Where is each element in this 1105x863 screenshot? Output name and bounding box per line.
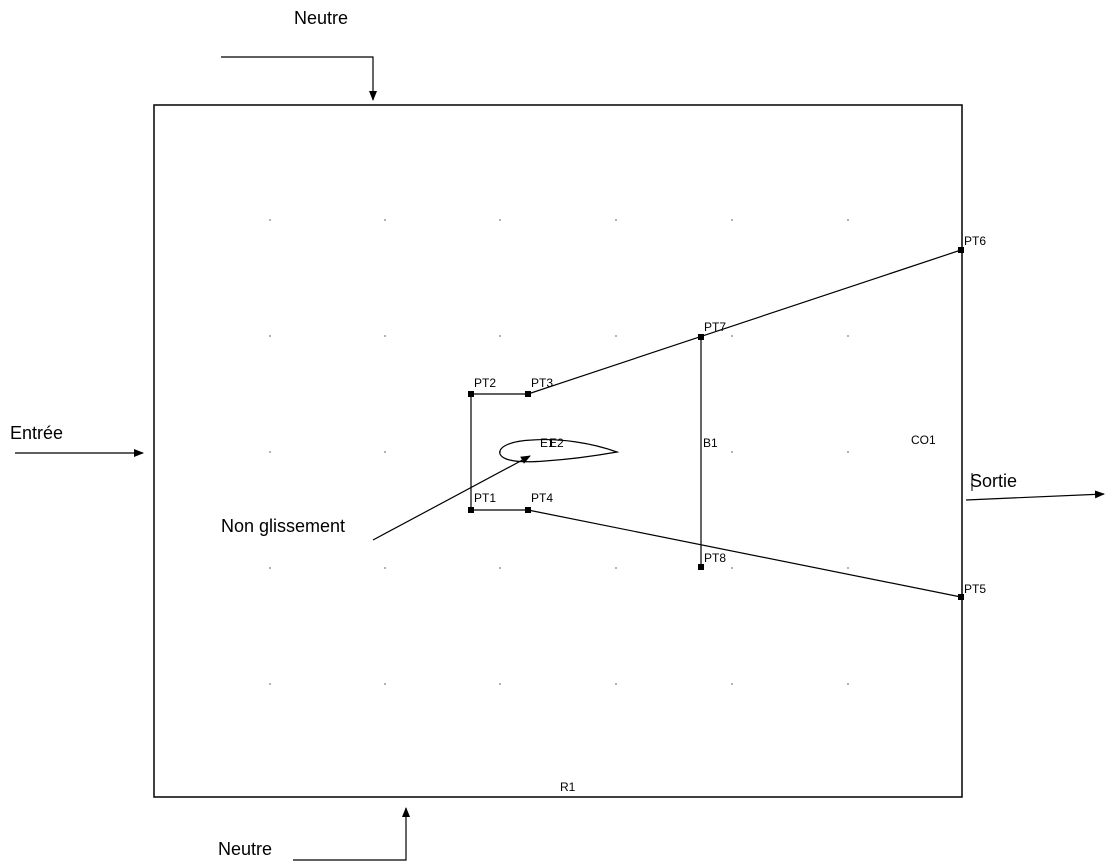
grid-dot <box>847 683 849 685</box>
neutre-top-arrow <box>221 56 377 101</box>
pt7-marker <box>698 334 704 340</box>
grid-dot <box>615 567 617 569</box>
left-box-edges <box>470 393 528 511</box>
pt2-label: PT2 <box>474 376 496 390</box>
non-glissement-label: Non glissement <box>221 516 345 536</box>
sortie-arrow <box>965 490 1105 501</box>
entree-label: Entrée <box>10 423 63 443</box>
grid-dot <box>499 683 501 685</box>
airfoil-shape <box>499 439 620 463</box>
grid-dot <box>731 335 733 337</box>
b1-label: B1 <box>703 436 718 450</box>
grid-dot <box>847 335 849 337</box>
lower-diverging-edge <box>527 509 962 598</box>
e2-label: E2 <box>549 436 564 450</box>
grid-dot <box>615 219 617 221</box>
pt6-marker <box>958 247 964 253</box>
pt1-label: PT1 <box>474 491 496 505</box>
grid-dot <box>499 219 501 221</box>
pt4-label: PT4 <box>531 491 553 505</box>
grid-dot <box>615 335 617 337</box>
geometry-edges <box>470 249 962 598</box>
r1-label: R1 <box>560 780 576 794</box>
neutre-bottom-label: Neutre <box>218 839 272 859</box>
grid-dot <box>269 219 271 221</box>
pt8-marker <box>698 564 704 570</box>
pt5-marker <box>958 594 964 600</box>
neutre-bottom-arrow <box>293 807 410 861</box>
sortie-label: Sortie <box>970 471 1017 491</box>
e1-label: E1 <box>540 436 555 450</box>
grid-dot <box>384 335 386 337</box>
grid-dot <box>269 451 271 453</box>
grid-dots <box>269 219 849 685</box>
grid-dot <box>269 335 271 337</box>
pt6-label: PT6 <box>964 234 986 248</box>
grid-dot <box>731 683 733 685</box>
pt1-marker <box>468 507 474 513</box>
pt5-label: PT5 <box>964 582 986 596</box>
grid-dot <box>731 451 733 453</box>
domain-rectangle <box>153 104 963 798</box>
pt7-label: PT7 <box>704 320 726 334</box>
grid-dot <box>499 335 501 337</box>
co1-label: CO1 <box>911 433 936 447</box>
grid-dot <box>731 219 733 221</box>
grid-dot <box>384 567 386 569</box>
grid-dot <box>847 451 849 453</box>
pt2-marker <box>468 391 474 397</box>
pt4-marker <box>525 507 531 513</box>
grid-dot <box>384 219 386 221</box>
pt8-label: PT8 <box>704 551 726 565</box>
grid-dot <box>731 567 733 569</box>
grid-dot <box>499 567 501 569</box>
grid-dot <box>384 683 386 685</box>
pt3-label: PT3 <box>531 376 553 390</box>
grid-dot <box>269 683 271 685</box>
grid-dot <box>384 451 386 453</box>
non-glissement-arrow <box>372 455 531 541</box>
grid-dot <box>269 567 271 569</box>
grid-dot <box>615 683 617 685</box>
grid-dot <box>847 567 849 569</box>
pt3-marker <box>525 391 531 397</box>
upper-diverging-edge <box>527 249 962 395</box>
neutre-top-label: Neutre <box>294 8 348 28</box>
grid-dot <box>847 219 849 221</box>
point-markers <box>468 247 964 600</box>
